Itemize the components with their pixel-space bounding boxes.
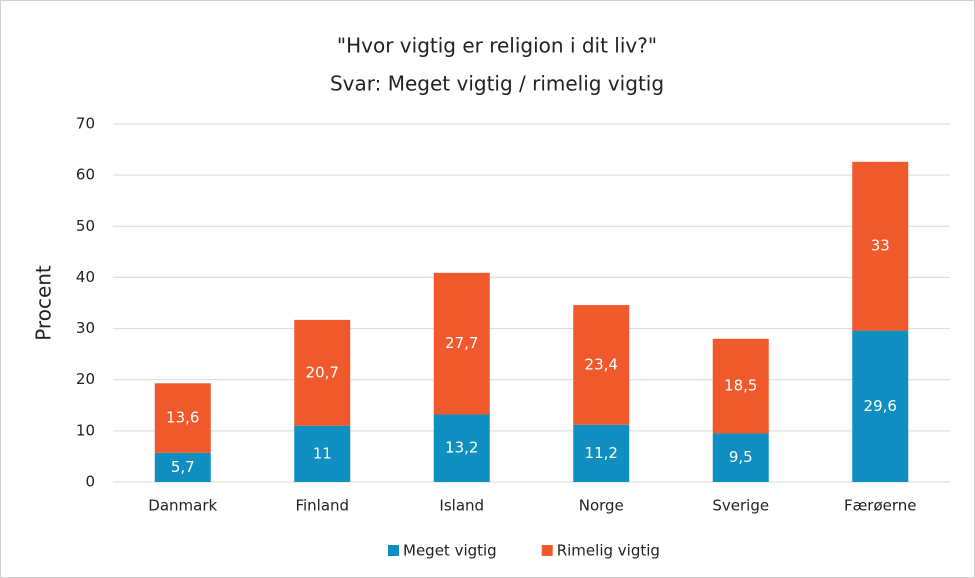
data-label: 5,7 [171,458,195,476]
data-label: 18,5 [724,377,757,395]
x-tick-label: Sverige [712,497,769,515]
bar-segment [154,383,211,453]
x-tick-label: Færøerne [844,497,917,515]
bar-segment [433,414,490,482]
y-tick-label: 50 [76,217,95,235]
y-tick-label: 30 [76,319,95,337]
data-label: 33 [871,237,890,255]
chart-subtitle: Svar: Meget vigtig / rimelig vigtig [330,72,664,96]
x-tick-label: Finland [295,497,349,515]
x-tick-label: Island [439,497,484,515]
legend-label: Meget vigtig [403,542,497,560]
bar-segment [294,425,351,482]
data-label: 13,2 [445,439,478,457]
legend-label: Rimelig vigtig [557,542,660,560]
legend-swatch [541,545,553,556]
chart-title: "Hvor vigtig er religion i dit liv?" [337,34,657,58]
data-label: 13,6 [166,409,199,427]
data-label: 20,7 [306,363,339,381]
bar-segment [294,319,351,426]
bar-segment [433,272,490,415]
data-label: 29,6 [864,397,897,415]
bar-segment [852,330,909,482]
bar-segment [573,424,630,482]
y-tick-label: 20 [76,370,95,388]
y-tick-label: 60 [76,166,95,184]
data-label: 27,7 [445,334,478,352]
bar-segment [712,433,769,482]
y-axis-label: Procent [32,265,56,341]
data-label: 11 [313,444,332,462]
data-label: 23,4 [585,355,618,373]
bar-segment [852,161,909,331]
bar-segment [712,338,769,434]
bar-segment [573,305,630,425]
data-label: 11,2 [585,444,618,462]
bar-segment [154,452,211,482]
x-tick-label: Danmark [148,497,217,515]
x-tick-label: Norge [579,497,624,515]
y-tick-label: 10 [76,421,95,439]
data-label: 9,5 [729,448,753,466]
y-tick-label: 70 [76,115,95,133]
legend-swatch [388,545,399,556]
y-tick-label: 0 [85,473,95,491]
y-tick-label: 40 [76,268,95,286]
